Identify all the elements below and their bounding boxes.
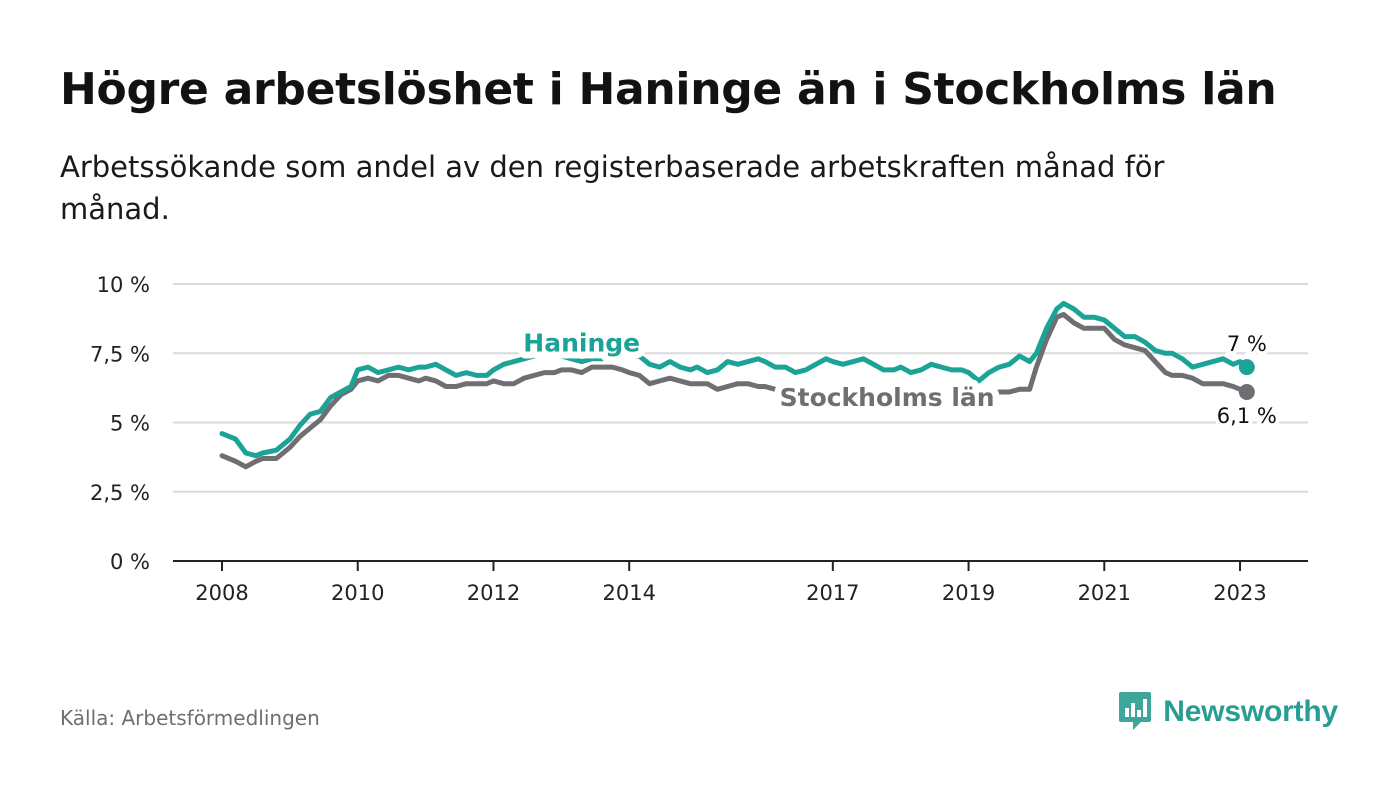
series-lines: [219, 300, 1255, 470]
y-tick-label: 2,5 %: [90, 481, 150, 505]
y-tick-label: 0 %: [110, 550, 150, 574]
end-marker-haninge: [1238, 359, 1255, 376]
axes: 0 % 2,5 % 5 % 7,5 % 10 % 2008 2010 2012 2014 2017…: [90, 273, 1308, 605]
x-tick-label: 2014: [602, 581, 655, 605]
grid-lines: [173, 283, 1308, 493]
series-label-stockholm: Stockholms län: [780, 383, 995, 412]
chart-subtitle: Arbetssökande som andel av den registerb…: [60, 150, 1165, 226]
chart-title: Högre arbetslöshet i Haninge än i Stockh…: [60, 64, 1277, 115]
end-marker-stockholm: [1238, 384, 1255, 401]
x-tick-label: 2017: [806, 581, 859, 605]
x-tick-label: 2012: [467, 581, 520, 605]
y-tick-label: 10 %: [97, 273, 150, 297]
x-tick-label: 2019: [942, 581, 995, 605]
source-note: Källa: Arbetsförmedlingen: [60, 706, 320, 730]
end-label-stockholm: 6,1 %: [1217, 404, 1277, 428]
end-label-haninge: 7 %: [1227, 332, 1267, 356]
x-tick-label: 2023: [1213, 581, 1266, 605]
x-tick-label: 2008: [195, 581, 248, 605]
x-tick-label: 2010: [331, 581, 384, 605]
brand-logo: Newsworthy: [1117, 688, 1338, 736]
y-tick-label: 7,5 %: [90, 342, 150, 366]
y-tick-label: 5 %: [110, 412, 150, 436]
series-labels: Haninge Stockholms län 7 % 6,1 %: [516, 321, 1281, 432]
series-line-haninge: [219, 300, 1250, 459]
series-label-haninge: Haninge: [523, 328, 640, 357]
newsworthy-logo-icon: [1119, 692, 1152, 730]
brand-name: Newsworthy: [1163, 695, 1338, 728]
series-line-stockholm: [219, 312, 1250, 470]
x-tick-label: 2021: [1078, 581, 1131, 605]
